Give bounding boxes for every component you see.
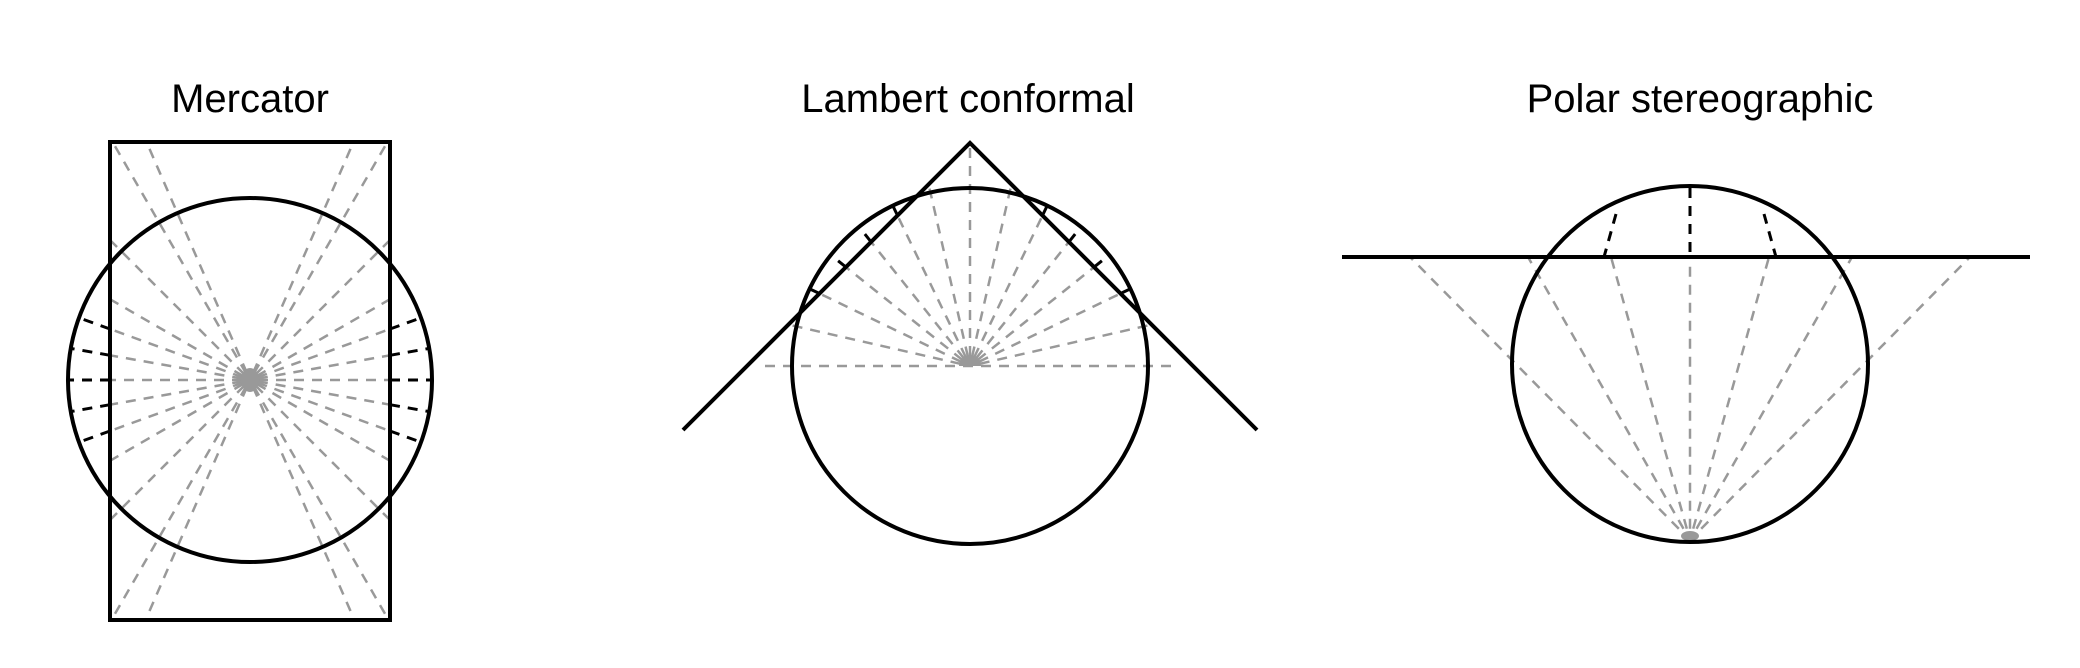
projection-ray xyxy=(109,239,246,376)
projection-ray xyxy=(1609,256,1689,530)
mercator-globe xyxy=(66,196,434,564)
latitude-tick xyxy=(70,346,111,357)
projection-ray xyxy=(109,354,243,380)
latitude-tick xyxy=(70,403,111,414)
latitude-tick xyxy=(389,403,430,414)
projection-ray xyxy=(1700,256,1971,530)
lambert-globe xyxy=(790,186,1150,546)
mercator-latitude-ticks xyxy=(68,316,432,444)
lambert-projection-rays xyxy=(765,143,1175,368)
projection-ray xyxy=(109,382,244,462)
latitude-tick xyxy=(1602,213,1618,258)
projection-center-mark xyxy=(959,355,981,366)
projection-ray xyxy=(109,384,246,521)
lambert-panel: Lambert conformal xyxy=(681,77,1259,546)
projection-ray xyxy=(1695,256,1854,530)
projection-ray xyxy=(256,298,391,378)
projection-ray xyxy=(145,141,248,374)
projection-ray xyxy=(109,327,243,379)
projection-center-mark xyxy=(1681,531,1699,541)
projection-ray xyxy=(144,386,248,621)
projection-ray xyxy=(870,241,965,359)
polar-globe xyxy=(1510,184,1870,544)
projection-ray xyxy=(109,380,243,406)
projection-ray xyxy=(256,382,391,462)
latitude-tick xyxy=(78,429,111,444)
projection-ray xyxy=(979,323,1152,366)
projection-ray xyxy=(257,381,391,433)
polar-projection-rays xyxy=(1409,256,1971,541)
latitude-tick xyxy=(1067,225,1083,243)
projection-ray xyxy=(927,184,970,357)
projection-ray xyxy=(110,386,248,621)
projection-ray xyxy=(1691,256,1771,530)
projection-ray xyxy=(252,386,356,621)
projection-ray xyxy=(975,241,1070,359)
projection-ray xyxy=(254,239,391,376)
latitude-tick xyxy=(1093,253,1111,269)
latitude-tick xyxy=(857,225,873,243)
projection-ray xyxy=(252,386,390,621)
mercator-title: Mercator xyxy=(171,77,329,121)
latitude-tick xyxy=(829,253,847,269)
projection-ray xyxy=(978,292,1122,363)
mercator-projection-rays xyxy=(109,141,391,621)
projection-ray xyxy=(257,380,391,406)
lambert-title: Lambert conformal xyxy=(801,77,1134,121)
latitude-tick xyxy=(389,316,422,331)
projection-ray xyxy=(973,214,1044,358)
projection-ray xyxy=(257,327,391,379)
projection-center-mark xyxy=(241,368,259,392)
projection-ray xyxy=(1526,256,1685,530)
projection-ray xyxy=(257,354,391,380)
projection-ray xyxy=(1409,256,1680,530)
mercator-cylinder xyxy=(108,140,392,622)
projection-ray xyxy=(109,298,244,378)
projection-ray xyxy=(845,266,963,361)
projection-ray xyxy=(970,184,1013,357)
projection-ray xyxy=(788,323,961,366)
mercator-panel: Mercator xyxy=(66,77,434,622)
latitude-tick xyxy=(389,346,430,357)
projection-ray xyxy=(896,214,967,358)
projection-ray xyxy=(252,141,389,374)
latitude-tick xyxy=(78,316,111,331)
lambert-cone xyxy=(681,140,1259,432)
projection-ray xyxy=(818,292,962,363)
projection-ray xyxy=(977,266,1095,361)
projection-ray xyxy=(109,381,243,433)
projection-ray xyxy=(111,141,248,374)
projection-ray xyxy=(254,384,391,521)
latitude-tick xyxy=(389,429,422,444)
latitude-tick xyxy=(1762,213,1778,258)
polar-latitude-ticks xyxy=(1602,188,1778,258)
polar-title: Polar stereographic xyxy=(1527,77,1874,121)
polar-panel: Polar stereographic xyxy=(1342,77,2030,544)
projection-ray xyxy=(252,141,355,374)
